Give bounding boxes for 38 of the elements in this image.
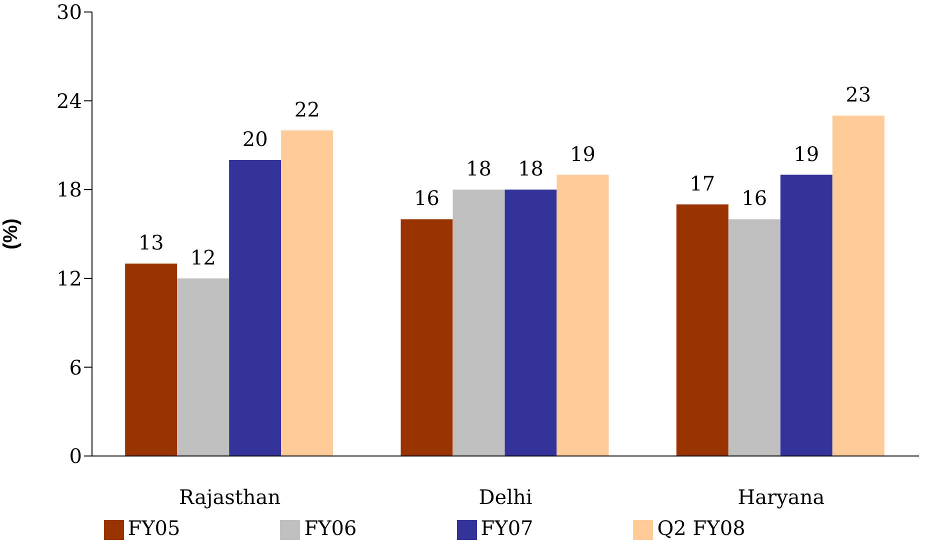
legend-label: FY06: [304, 516, 357, 540]
bar: [780, 174, 832, 456]
legend-label: FY05: [128, 516, 180, 540]
bar: [452, 190, 505, 456]
data-label: 18: [466, 156, 492, 181]
x-tick-label: Rajasthan: [179, 485, 281, 510]
y-tick-label: 24: [56, 88, 82, 113]
y-tick-label: 6: [69, 355, 82, 380]
y-axis-title: (%): [0, 218, 22, 250]
bar: [556, 174, 609, 456]
data-label: 16: [742, 186, 768, 210]
data-label: 16: [414, 186, 440, 210]
data-label: 18: [518, 156, 544, 181]
data-label: 12: [190, 245, 216, 270]
bar: [229, 160, 282, 456]
bar: [177, 278, 230, 456]
x-tick-label: Haryana: [738, 485, 825, 510]
data-label: 23: [846, 82, 872, 107]
bar: [281, 130, 334, 456]
y-tick-label: 18: [56, 178, 82, 202]
x-tick-label: Delhi: [478, 485, 532, 510]
bar: [728, 219, 780, 456]
bar: [125, 264, 178, 456]
data-label: 17: [690, 171, 716, 196]
data-label: 13: [138, 230, 164, 255]
bar: [676, 204, 728, 456]
data-label: 20: [242, 127, 268, 151]
data-label: 19: [570, 142, 596, 166]
y-tick-label: 30: [56, 0, 82, 24]
bar: [504, 190, 557, 456]
data-label: 22: [294, 97, 320, 122]
data-label: 19: [794, 142, 820, 166]
bar: [400, 219, 453, 456]
y-tick-label: 0: [69, 444, 82, 468]
y-tick-label: 12: [56, 266, 82, 290]
legend-label: Q2 FY08: [657, 516, 746, 540]
bar: [832, 116, 884, 456]
legend-label: FY07: [480, 516, 534, 540]
